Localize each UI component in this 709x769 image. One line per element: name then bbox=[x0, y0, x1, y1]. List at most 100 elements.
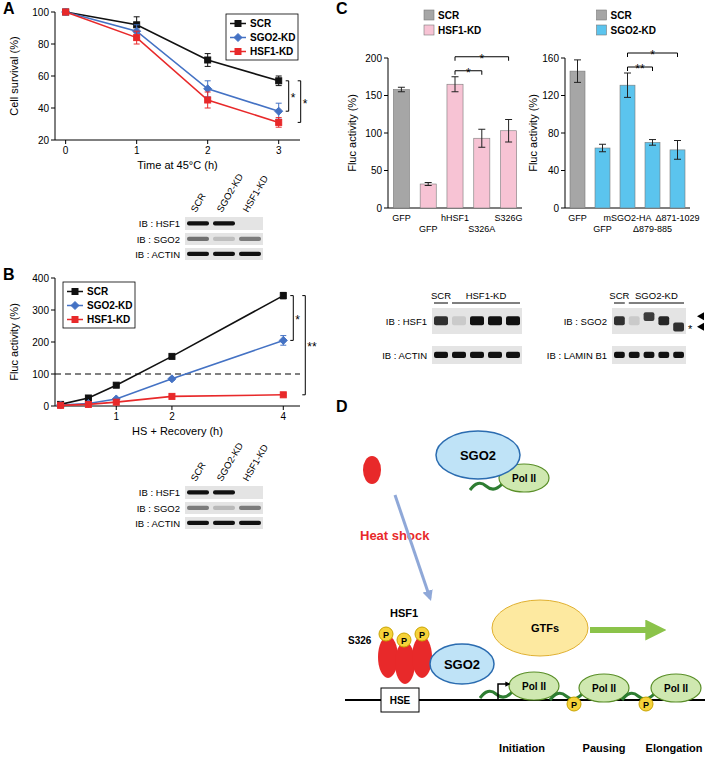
data-point bbox=[276, 119, 282, 125]
x-tick-label: 2 bbox=[169, 411, 175, 422]
pol-ii-label: Pol II bbox=[592, 683, 616, 694]
data-point bbox=[84, 399, 92, 407]
data-point bbox=[57, 401, 65, 409]
blot-band bbox=[644, 352, 655, 358]
blot-band bbox=[488, 352, 502, 358]
data-point bbox=[169, 393, 175, 399]
legend-swatch bbox=[424, 10, 434, 20]
data-point bbox=[62, 8, 70, 16]
band-arrow bbox=[697, 312, 704, 320]
blot-row-label: IB : SGO2 bbox=[137, 234, 180, 245]
y-tick-label: 40 bbox=[548, 165, 560, 176]
group-label: SCR bbox=[609, 290, 629, 301]
legend-marker bbox=[71, 302, 79, 310]
error-bar bbox=[674, 141, 681, 160]
hsf1-label: HSF1 bbox=[390, 607, 418, 619]
x-tick bbox=[65, 140, 66, 144]
error-bar bbox=[280, 336, 286, 346]
y-tick bbox=[51, 374, 55, 375]
legend-swatch bbox=[597, 25, 607, 35]
data-point bbox=[280, 392, 286, 398]
significance-bracket bbox=[290, 296, 293, 341]
phospho-label: P bbox=[571, 700, 577, 710]
blot-row-label: IB : LAMIN B1 bbox=[547, 350, 607, 361]
blot-strip bbox=[185, 248, 263, 260]
blot-row-label: IB : HSF1 bbox=[139, 487, 180, 498]
legend-swatch bbox=[597, 10, 607, 20]
y-tick bbox=[561, 170, 565, 171]
x-tick-label: GFP bbox=[593, 224, 612, 234]
blot-band bbox=[673, 352, 684, 358]
blot-band bbox=[673, 323, 684, 332]
group-line bbox=[434, 303, 448, 304]
data-point bbox=[168, 375, 176, 383]
legend-label: SCR bbox=[87, 286, 109, 297]
plot-area bbox=[62, 8, 283, 127]
error-bar bbox=[624, 73, 631, 97]
x-tick-label: S326G bbox=[495, 213, 523, 223]
panel-letter: C bbox=[336, 0, 348, 17]
data-point bbox=[134, 35, 140, 41]
significance-label: ** bbox=[635, 62, 645, 76]
y-tick-label: 40 bbox=[38, 103, 50, 114]
blot-band bbox=[452, 352, 466, 358]
gtfs bbox=[492, 600, 588, 656]
data-point bbox=[276, 78, 282, 84]
error-bar bbox=[574, 60, 581, 83]
group-line bbox=[614, 303, 625, 304]
y-axis-label: Fluc activity (%) bbox=[8, 303, 20, 381]
blot-band bbox=[644, 312, 655, 321]
figure: ABCD20406080100Cell survival (%)0123Time… bbox=[0, 0, 709, 769]
reference-line bbox=[55, 374, 300, 375]
error-bar bbox=[205, 92, 211, 108]
x-tick bbox=[136, 140, 137, 144]
gtfs-label: GTFs bbox=[531, 622, 559, 634]
panel-letter: A bbox=[3, 0, 15, 17]
legend-label: HSF1-KD bbox=[250, 46, 293, 57]
phospho bbox=[397, 633, 411, 647]
y-tick bbox=[51, 44, 55, 45]
y-tick-label: 0 bbox=[376, 203, 382, 214]
x-tick-label: hHSF1 bbox=[441, 213, 469, 223]
y-tick bbox=[384, 58, 388, 59]
line-chart: 0100200300400Fluc activity (%)124HS + Re… bbox=[8, 273, 317, 438]
blot-band bbox=[213, 521, 235, 525]
blot-band bbox=[614, 316, 625, 325]
x-axis-label: Time at 45°C (h) bbox=[137, 159, 217, 171]
bar bbox=[570, 71, 585, 208]
pol-ii-label: Pol II bbox=[664, 683, 688, 694]
error-bar bbox=[452, 77, 459, 92]
y-tick bbox=[561, 58, 565, 59]
phospho bbox=[379, 627, 393, 641]
western-blot: IB : HSF1IB : SGO2IB : ACTINSCRSGO2-KDHS… bbox=[135, 440, 270, 529]
phospho-label: P bbox=[643, 700, 649, 710]
pol-ii bbox=[509, 672, 559, 700]
blot-strip bbox=[185, 517, 263, 529]
y-tick-label: 80 bbox=[548, 128, 560, 139]
legend-marker bbox=[72, 289, 78, 295]
pol-ii-label: Pol II bbox=[522, 681, 546, 692]
hsf1-trimer bbox=[412, 636, 432, 678]
legend-marker bbox=[234, 34, 242, 42]
blot-band bbox=[506, 352, 520, 358]
blot-strip bbox=[185, 233, 263, 245]
x-tick-label: GFP bbox=[568, 213, 587, 223]
y-tick-label: 80 bbox=[38, 39, 50, 50]
error-bar bbox=[425, 183, 432, 186]
data-point bbox=[85, 401, 91, 407]
phospho-label: P bbox=[383, 630, 389, 640]
blot-band bbox=[213, 221, 235, 225]
x-tick-label: Δ871-1029 bbox=[655, 213, 699, 223]
legend-label: SGO2-KD bbox=[250, 32, 296, 43]
western-blot: IB : HSF1IB : SGO2IB : ACTINSCRSGO2-KDHS… bbox=[135, 171, 270, 260]
data-point bbox=[205, 57, 211, 63]
blot-strip bbox=[612, 308, 686, 334]
error-bar bbox=[649, 140, 656, 146]
y-tick-label: 0 bbox=[553, 203, 559, 214]
data-point bbox=[58, 402, 64, 408]
significance-label: * bbox=[295, 313, 300, 327]
y-tick-label: 160 bbox=[542, 53, 559, 64]
arrow bbox=[395, 495, 430, 598]
bar bbox=[393, 90, 409, 209]
legend-label: SCR bbox=[611, 10, 633, 21]
